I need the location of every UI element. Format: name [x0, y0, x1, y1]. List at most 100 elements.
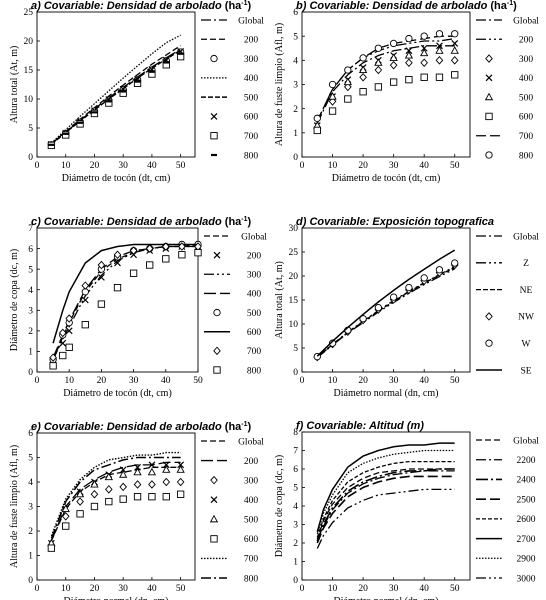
panel-title-text: Covariable: Densidad de arbolado [44, 216, 222, 228]
data-point [374, 44, 383, 52]
panel-title-letter: c) [31, 216, 44, 228]
series-800 [48, 52, 184, 146]
data-point [119, 470, 128, 478]
x-tick-label: 30 [389, 376, 399, 386]
legend-label: 200 [244, 457, 259, 467]
x-axis-label: Diámetro de tocón (dt, cm) [62, 173, 171, 184]
data-point [420, 58, 428, 68]
legend-swatch [213, 366, 221, 374]
data-point [119, 482, 127, 492]
series-400 [52, 245, 198, 358]
series-line [316, 442, 455, 533]
panel-title-letter: a) [31, 0, 44, 12]
legend-entry: 700 [210, 132, 258, 142]
series-line [316, 475, 455, 544]
series-500 [47, 465, 185, 547]
legend-entry: 200 [201, 457, 258, 467]
legend-label: W [522, 340, 531, 350]
legend-entry: 600 [210, 535, 259, 545]
x-tick-label: 30 [118, 584, 128, 594]
data-point [90, 479, 99, 488]
data-point [374, 65, 383, 75]
legend-swatch [485, 112, 493, 121]
x-tick-label: 10 [64, 376, 74, 386]
series-line [50, 48, 181, 145]
legend-entry: 500 [484, 92, 533, 103]
y-tick-label: 5 [293, 32, 298, 42]
x-tick-label: 20 [358, 584, 368, 594]
data-point [328, 339, 337, 347]
legend-label: 800 [244, 151, 259, 161]
x-tick-label: 10 [61, 584, 71, 594]
series-700 [316, 35, 455, 122]
series-600 [52, 243, 198, 344]
data-point [435, 73, 444, 81]
y-tick-label: 6 [293, 8, 298, 18]
legend-swatch [485, 151, 493, 159]
legend-label: 400 [244, 74, 259, 84]
data-point [113, 284, 122, 292]
series-800 [313, 30, 459, 122]
legend-label: 2700 [517, 535, 536, 545]
legend-swatch [210, 475, 218, 485]
data-point [113, 250, 122, 260]
y-tick-label: 8 [293, 428, 298, 438]
series-300 [52, 243, 199, 360]
x-tick-label: 30 [118, 161, 128, 171]
y-tick-label: 0 [28, 368, 33, 378]
panel-title-text: Covariable: Densidad de arbolado [44, 421, 222, 433]
series-line [52, 243, 198, 344]
data-point [328, 92, 337, 100]
x-tick-label: 30 [129, 376, 139, 386]
legend-entry: NE [476, 286, 533, 296]
y-tick-label: 1 [28, 348, 33, 358]
legend-label: 600 [519, 113, 534, 123]
legend-label: 2400 [517, 476, 536, 486]
series-400 [50, 34, 181, 144]
legend-label: 600 [244, 535, 259, 545]
x-tick-label: 20 [97, 376, 107, 386]
series-Global [316, 468, 455, 540]
legend-label: 400 [244, 496, 259, 506]
panel-1: a) Covariable: Densidad de arbolado (ha-… [9, 0, 264, 184]
series-line [316, 468, 455, 542]
legend-entry: 2600 [476, 515, 536, 525]
data-point [451, 259, 459, 267]
series-700 [49, 242, 202, 362]
data-point [47, 544, 56, 552]
series-line [316, 268, 455, 359]
panel-title-letter: d) [296, 216, 309, 228]
series-3000 [316, 488, 455, 549]
data-point [114, 259, 121, 267]
panel-title-unit: (ha [487, 0, 507, 12]
series-line [316, 37, 455, 122]
data-point [65, 327, 73, 335]
panel-title-letter: b) [296, 0, 309, 12]
legend-label: 400 [519, 74, 534, 84]
series-2900 [316, 449, 455, 534]
data-point [162, 477, 171, 487]
data-point [90, 502, 99, 511]
x-tick-label: 50 [193, 376, 203, 386]
data-point [374, 83, 383, 91]
y-tick-label: 15 [24, 66, 34, 76]
series-200 [316, 37, 455, 122]
series-800 [49, 249, 202, 370]
y-tick-label: 20 [24, 37, 34, 47]
y-tick-label: 0 [28, 576, 33, 586]
data-point [49, 362, 57, 370]
series-Global [50, 48, 181, 145]
legend-label: 300 [244, 55, 259, 65]
data-point [358, 65, 368, 74]
data-point [147, 467, 157, 476]
series-line [316, 460, 455, 538]
legend-entry: 700 [201, 555, 258, 565]
y-tick-label: 6 [293, 465, 298, 475]
series-600 [313, 71, 459, 135]
legend-entry: 700 [213, 346, 261, 357]
y-tick-label: 6 [28, 429, 33, 439]
y-tick-label: 2 [28, 527, 33, 537]
plot-frame [301, 11, 471, 158]
legend-entry: 800 [201, 574, 258, 584]
data-point [451, 71, 459, 79]
